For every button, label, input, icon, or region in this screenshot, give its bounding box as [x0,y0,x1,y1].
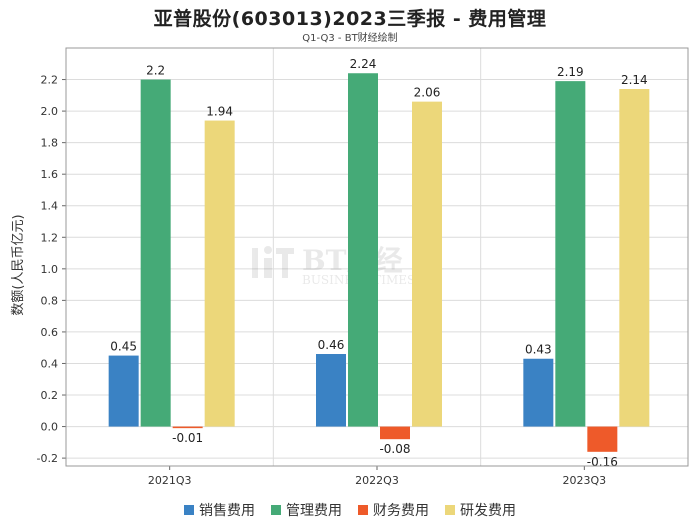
axes: -0.2 0.0 0.2 0.4 0.6 0.8 1.0 1.2 1.4 1.6 1.8 2.0 2.2… [37,47,689,487]
data-label: 0.46 [318,338,345,352]
chart-title: 亚普股份(603013)2023三季报 - 费用管理 [153,8,547,30]
data-label: 2.06 [414,86,441,100]
watermark-logo: BT财经 BUSINESS TIMES [252,244,415,287]
y-tick-label: 2.2 [41,74,59,87]
bar [587,426,618,452]
y-tick-label: 0.0 [41,421,59,434]
data-label: -0.01 [172,431,203,445]
y-tick-label: -0.2 [37,452,58,465]
y-tick-label: 0.6 [41,326,59,339]
bar [316,354,346,427]
legend-item: 财务费用 [358,500,429,520]
bar [204,120,235,427]
bar [380,426,410,440]
y-tick-label: 2.0 [41,105,59,118]
legend-item: 研发费用 [445,500,516,520]
bar [348,73,378,427]
bars [108,73,650,452]
data-label: 0.43 [525,343,552,357]
legend-label: 管理费用 [286,503,342,519]
legend-swatch [445,505,455,515]
bar [555,81,586,427]
legend-item: 管理费用 [271,500,342,520]
legend-label: 销售费用 [199,503,255,519]
legend-label: 财务费用 [373,503,429,519]
y-tick-label: 1.8 [41,137,59,150]
legend-label: 研发费用 [460,503,516,519]
x-tick-label: 2023Q3 [563,474,607,487]
legend-swatch [184,505,194,515]
y-tick-label: 0.4 [41,357,59,370]
y-tick-label: 1.6 [41,168,59,181]
y-tick-label: 0.2 [41,389,59,402]
x-tick-label: 2022Q3 [355,474,399,487]
bar [412,101,442,427]
data-label: -0.16 [587,455,618,469]
bar [523,358,554,427]
legend-item: 销售费用 [184,500,255,520]
data-label: 2.2 [146,64,165,78]
plot-frame [65,47,689,467]
data-label: 1.94 [206,105,233,119]
y-axis-label: 数额(人民币亿元) [11,214,26,315]
legend-swatch [358,505,368,515]
data-label: 2.19 [557,65,584,79]
chart-subtitle: Q1-Q3 - BT财经绘制 [302,33,398,44]
y-tick-label: 1.0 [41,263,59,276]
legend: 销售费用 管理费用 财务费用 研发费用 [0,500,700,520]
y-tick-label: 0.8 [41,294,59,307]
bar [619,89,650,427]
data-label: -0.08 [379,442,410,456]
bar [172,426,203,429]
y-tick-label: 1.2 [41,231,59,244]
bar [108,355,139,427]
legend-swatch [271,505,281,515]
data-label: 2.14 [621,73,648,87]
data-labels: 0.45 2.2 -0.01 1.94 0.46 2.24 -0.08 2.06 0.43 2.1… [110,57,647,469]
y-tick-label: 1.4 [41,200,59,213]
data-label: 2.24 [350,57,377,71]
x-tick-label: 2021Q3 [148,474,192,487]
data-label: 0.45 [110,340,137,354]
bar [140,79,171,427]
